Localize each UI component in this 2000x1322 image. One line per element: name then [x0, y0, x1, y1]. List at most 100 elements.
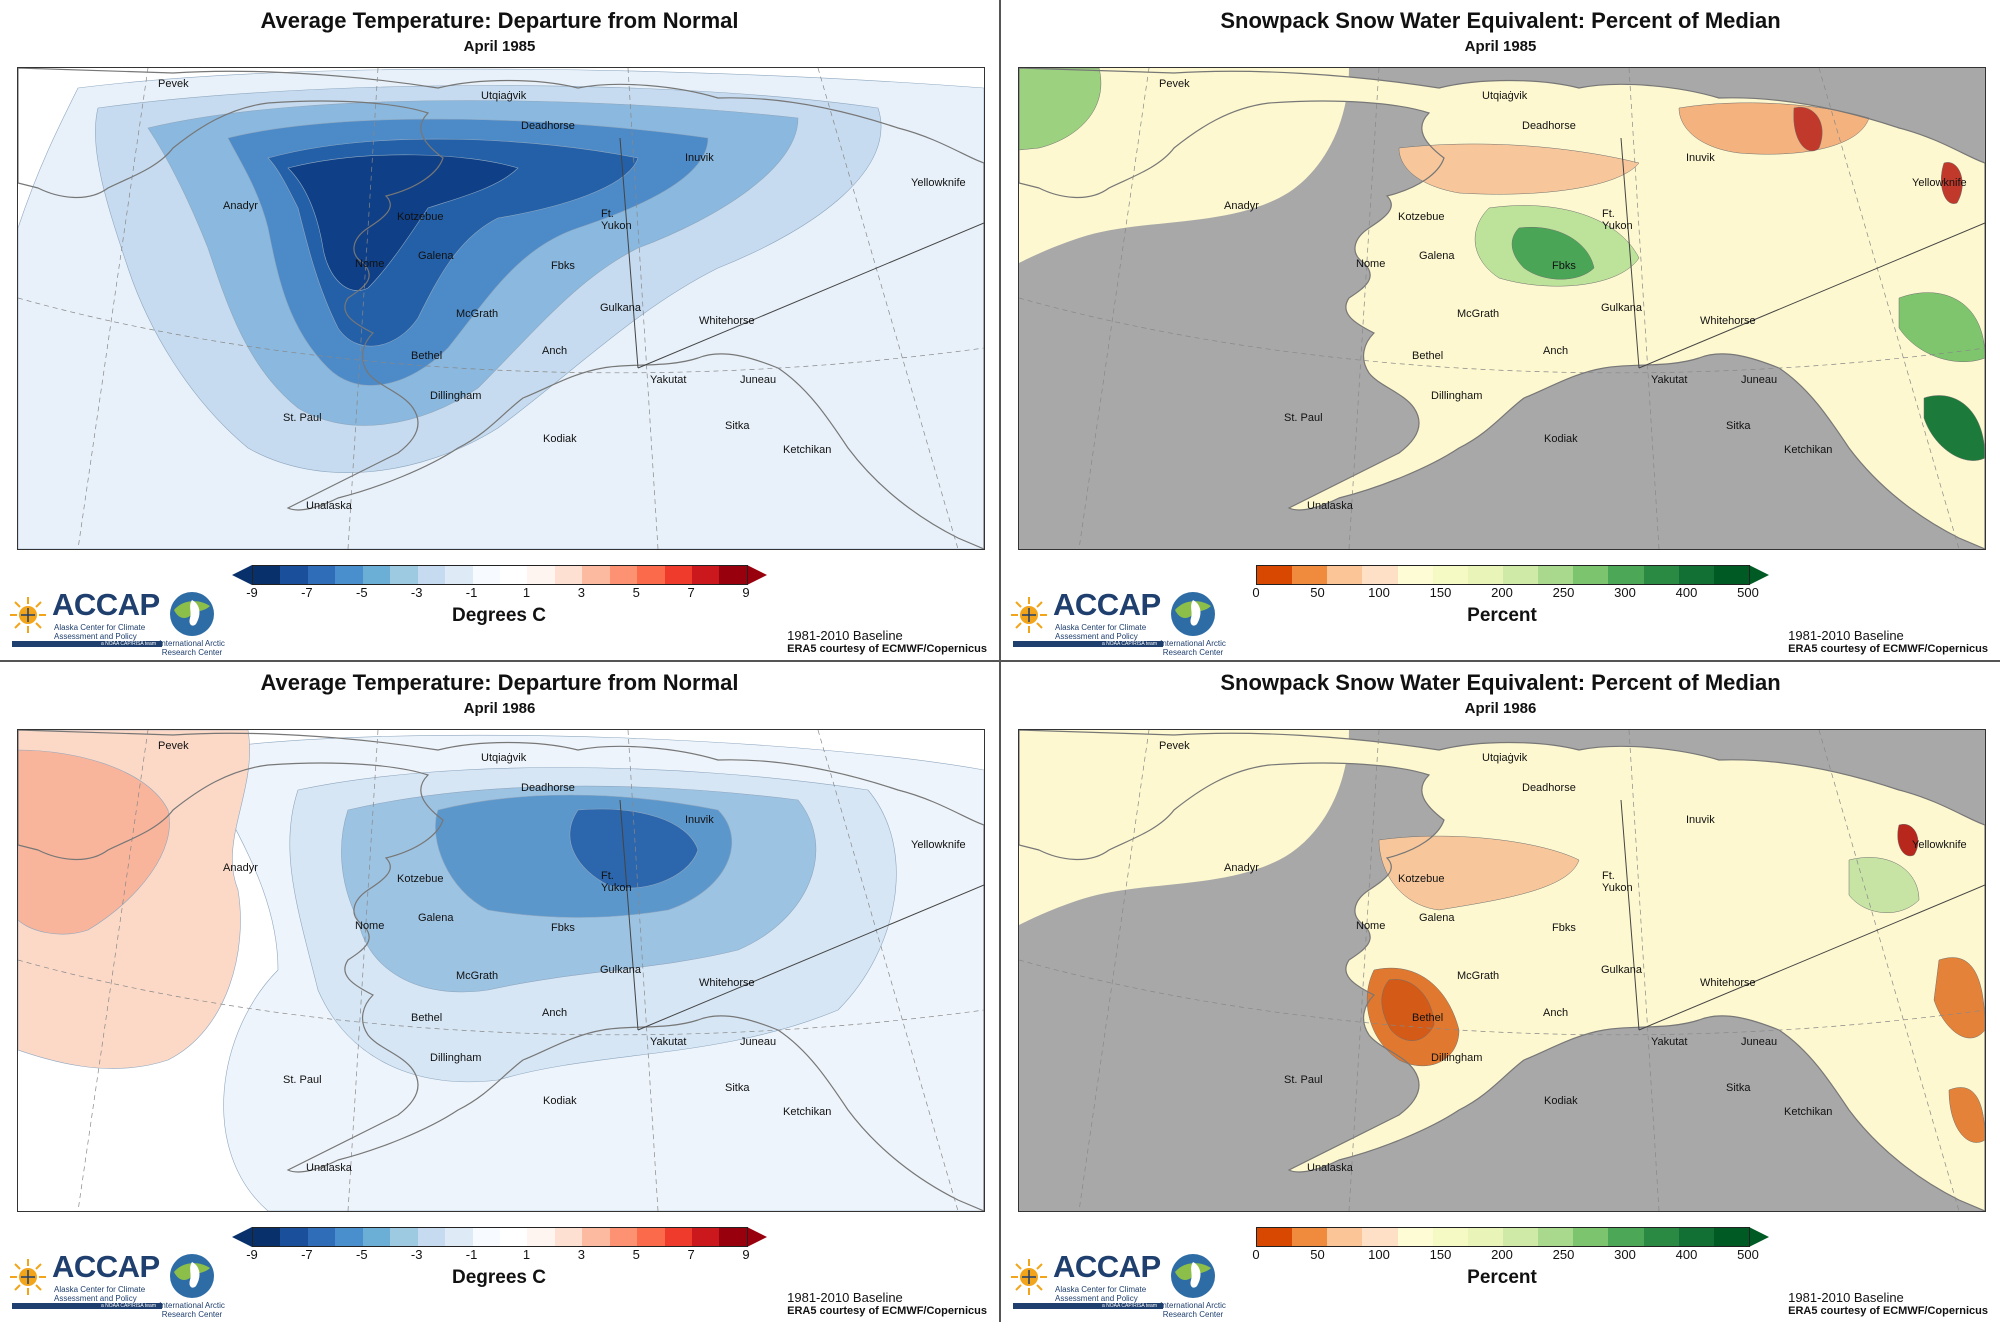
- colorbar-tick-label: 300: [1614, 585, 1636, 600]
- colorbar-tick-label: 0: [1252, 1247, 1260, 1262]
- colorbar-unit-label: Percent: [1467, 1267, 1537, 1288]
- city-label: Inuvik: [685, 152, 714, 164]
- city-label: Bethel: [411, 1012, 443, 1024]
- city-label: Kotzebue: [1398, 873, 1445, 885]
- city-label: Yukon: [601, 220, 632, 232]
- city-label: St. Paul: [283, 412, 322, 424]
- colorbar-tick-label: 9: [742, 1247, 750, 1262]
- accap-subtitle: Alaska Center for Climate Assessment and …: [1055, 623, 1146, 641]
- colorbar-segment: [1292, 566, 1328, 584]
- accap-line: Assessment and Policy: [54, 632, 137, 641]
- city-label: Utqiaġvik: [481, 752, 527, 764]
- colorbar-tick-label: -5: [355, 585, 368, 600]
- city-label: Whitehorse: [699, 315, 755, 327]
- globe-eagle-icon: [1171, 592, 1215, 636]
- map-canvas: [18, 68, 984, 549]
- colorbar-segment: [280, 566, 308, 584]
- colorbar-tick-label: -1: [465, 1247, 478, 1262]
- sun-snowflake-icon: [1011, 1259, 1047, 1295]
- accap-wordmark: ACCAP: [1053, 587, 1161, 622]
- city-label: Juneau: [1741, 1036, 1778, 1048]
- city-label: Yellowknife: [911, 177, 966, 189]
- city-label: Utqiaġvik: [1482, 752, 1528, 764]
- iarc-line: International Arctic: [1160, 1301, 1226, 1310]
- colorbar-strip: [1256, 565, 1750, 585]
- colorbar-tick-label: 300: [1614, 1247, 1636, 1262]
- colorbar-segment: [554, 566, 583, 584]
- colorbar-segment: [362, 1228, 391, 1246]
- colorbar-segment: [719, 566, 747, 584]
- map-frame: Pevek Utqiaġvik Deadhorse Inuvik Yellowknife…: [17, 729, 985, 1212]
- colorbar-tick-label: 250: [1552, 585, 1575, 600]
- colorbar-tick-label: 50: [1310, 585, 1325, 600]
- map-canvas: [1019, 730, 1985, 1211]
- colorbar-tick-label: 5: [632, 585, 640, 600]
- city-label: Ketchikan: [1784, 444, 1833, 456]
- city-label: Kodiak: [543, 1095, 577, 1107]
- city-label: Unalaska: [1307, 1162, 1353, 1174]
- panel-subtitle: April 1986: [463, 700, 536, 717]
- city-label: St. Paul: [1284, 412, 1323, 424]
- accap-band-text: a NOAA CAP/RISA team: [100, 1303, 156, 1309]
- swe-contour-4: [1848, 857, 1920, 913]
- city-label: Sitka: [1726, 1082, 1751, 1094]
- city-label: Inuvik: [685, 814, 714, 826]
- panel-title: Average Temperature: Departure from Norm…: [260, 8, 739, 33]
- city-label: Sitka: [1726, 420, 1751, 432]
- globe-eagle-icon: [170, 592, 214, 636]
- city-label: Sitka: [725, 1082, 750, 1094]
- colorbar-segment: [527, 1228, 555, 1246]
- city-label: Kotzebue: [397, 211, 444, 223]
- iarc-label: International Arctic Research Center: [1159, 1301, 1227, 1319]
- city-label: Nome: [1356, 920, 1386, 932]
- colorbar-segment: [637, 566, 665, 584]
- colorbar-tick-label: 150: [1429, 1247, 1452, 1262]
- city-label: Kodiak: [1544, 1095, 1578, 1107]
- colorbar-segment: [1713, 566, 1749, 584]
- colorbar-segment: [527, 566, 555, 584]
- iarc-label: International Arctic Research Center: [158, 639, 226, 657]
- city-label: Yakutat: [1651, 1036, 1688, 1048]
- colorbar-tick-label: 7: [687, 585, 695, 600]
- accap-subtitle: Alaska Center for Climate Assessment and …: [54, 623, 145, 641]
- city-label: Deadhorse: [521, 120, 575, 132]
- city-label: Yukon: [1602, 220, 1633, 232]
- colorbar-strip: [252, 565, 748, 585]
- city-label: Fbks: [551, 922, 575, 934]
- colorbar-tick-label: 3: [577, 1247, 585, 1262]
- swe-contour-8: [1019, 68, 1102, 151]
- credits: 1981-2010 Baseline ERA5 courtesy of ECMWF…: [1788, 1290, 1988, 1317]
- panel-title: Snowpack Snow Water Equivalent: Percent …: [1220, 8, 1781, 33]
- colorbar-tick-label: -7: [301, 1247, 313, 1262]
- horizontal-divider: [0, 660, 2000, 662]
- colorbar-max-arrow: [1749, 1227, 1769, 1247]
- city-label: Kotzebue: [397, 873, 444, 885]
- map-panel-1: Snowpack Snow Water Equivalent: Percent …: [1001, 0, 2000, 660]
- colorbar-tick-label: 500: [1737, 585, 1759, 600]
- meridian-line: [1818, 730, 1960, 1211]
- colorbar-segment: [445, 566, 473, 584]
- colorbar-segment: [1502, 1228, 1539, 1246]
- accap-band: a NOAA CAP/RISA team: [12, 1303, 162, 1309]
- city-label: Fbks: [1552, 922, 1576, 934]
- colorbar-max-arrow: [747, 565, 767, 585]
- sun-snowflake-icon: [10, 597, 46, 633]
- swe-contour-6: [1793, 106, 1823, 152]
- coastline: [18, 730, 984, 1211]
- panel-subtitle: April 1985: [1464, 38, 1537, 55]
- city-label: Anadyr: [223, 862, 258, 874]
- city-label: Galena: [1419, 912, 1455, 924]
- colorbar-tick-label: -9: [246, 1247, 258, 1262]
- swe-contour-0: [1398, 143, 1640, 195]
- swe-contour-0: [1378, 835, 1580, 911]
- panel-title: Average Temperature: Departure from Norm…: [260, 670, 739, 695]
- colorbar-tick-label: -9: [246, 585, 258, 600]
- city-label: Pevek: [1159, 740, 1190, 752]
- accap-logo: ACCAP Alaska Center for Climate Assessment…: [8, 585, 225, 657]
- colorbar-tick-label: -3: [410, 1247, 423, 1262]
- source-text: ERA5 courtesy of ECMWF/Copernicus: [1788, 1305, 1988, 1317]
- colorbar-segment: [582, 1228, 610, 1246]
- colorbar-segment: [664, 1228, 692, 1246]
- city-label: Ketchikan: [783, 1106, 832, 1118]
- accap-line: Assessment and Policy: [54, 1294, 137, 1303]
